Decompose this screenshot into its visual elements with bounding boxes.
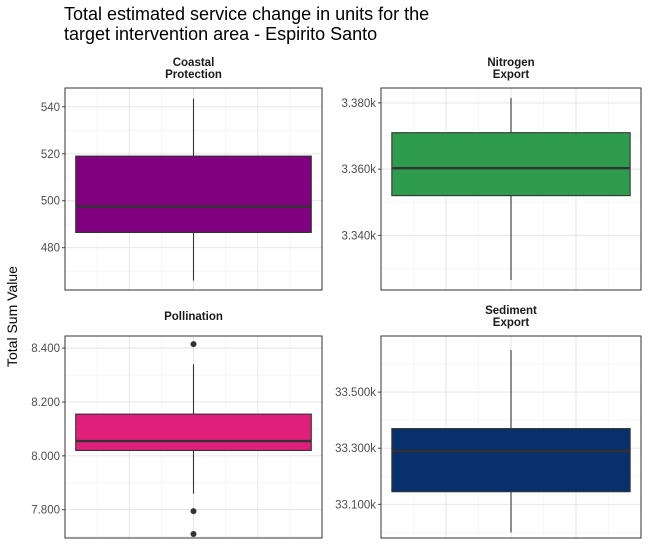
nitrogen-export-panel-title-line: Export xyxy=(492,69,530,81)
pollination-panel-border xyxy=(64,335,323,539)
coastal-protection-tick-label: 480 xyxy=(41,243,60,255)
nitrogen-export-tick-label: 3.360k xyxy=(341,164,376,176)
sediment-export-panel-title: Sediment Export xyxy=(381,305,641,329)
pollination-panel-title: Pollination xyxy=(65,311,322,323)
sediment-export-tick-label: 33.500k xyxy=(335,387,376,399)
pollination-tick-label: 8.200 xyxy=(31,397,60,409)
nitrogen-export-panel-border xyxy=(380,87,642,291)
sediment-export-tick-label: 33.100k xyxy=(335,499,376,511)
sediment-export-panel-border xyxy=(380,335,642,539)
sediment-export-panel-title-line: Sediment xyxy=(485,305,537,317)
coastal-protection-panel-title-line: Protection xyxy=(165,69,222,81)
nitrogen-export-tick-label: 3.380k xyxy=(341,98,376,110)
nitrogen-export-box xyxy=(391,132,631,197)
nitrogen-export-tick-label: 3.340k xyxy=(341,230,376,242)
nitrogen-export-panel-title-line: Nitrogen xyxy=(487,57,535,69)
nitrogen-export-panel-title: Nitrogen Export xyxy=(381,57,641,81)
coastal-protection-box xyxy=(75,155,312,234)
chart-title-line-2: target intervention area - Espirito Sant… xyxy=(64,24,378,44)
coastal-protection-tick-label: 520 xyxy=(41,149,60,161)
coastal-protection-panel-title-line: Coastal xyxy=(172,57,215,69)
coastal-protection-panel-title: Coastal Protection xyxy=(65,57,322,81)
coastal-protection-panel-border xyxy=(64,87,323,291)
pollination-outlier-point xyxy=(190,530,197,537)
chart-title: Total estimated service change in units … xyxy=(64,4,429,44)
chart-title-line-1: Total estimated service change in units … xyxy=(64,4,430,24)
pollination-tick-label: 8.000 xyxy=(31,451,60,463)
pollination-panel-title-line: Pollination xyxy=(164,311,223,323)
coastal-protection-tick-label: 500 xyxy=(41,196,60,208)
coastal-protection-tick-label: 540 xyxy=(41,102,60,114)
sediment-export-panel-title-line: Export xyxy=(492,317,530,329)
sediment-export-box xyxy=(391,428,631,493)
pollination-outlier-point xyxy=(190,508,197,515)
pollination-tick-label: 8.400 xyxy=(31,343,60,355)
sediment-export-tick-label: 33.300k xyxy=(335,443,376,455)
pollination-box xyxy=(75,413,312,452)
pollination-outlier-point xyxy=(190,341,197,348)
pollination-tick-label: 7.800 xyxy=(31,505,60,517)
